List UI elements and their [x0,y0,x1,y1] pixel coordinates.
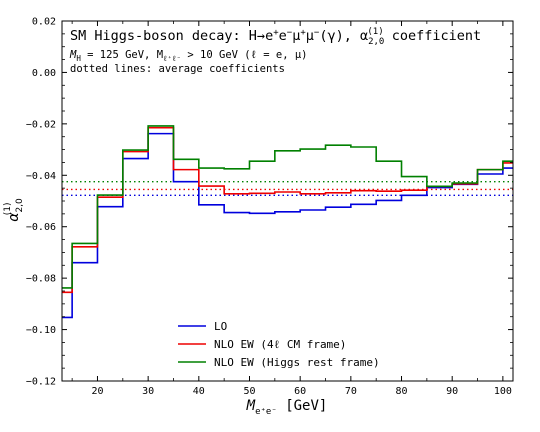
x-tick-label: 30 [142,386,154,397]
chart-subtitle-2: dotted lines: average coefficients [70,63,285,75]
x-tick-label: 80 [395,386,407,397]
y-tick-label: −0.08 [26,274,56,285]
y-axis-label: α2,0(1) [3,198,25,222]
legend-label: NLO EW (4ℓ CM frame) [214,338,346,351]
x-axis: 20 30 40 50 60 70 80 90 100 [71,21,512,397]
series-lines [62,125,513,319]
legend: LO NLO EW (4ℓ CM frame) NLO EW (Higgs rest… [178,320,380,369]
y-tick-label: −0.10 [26,325,56,336]
x-tick-label: 50 [243,386,255,397]
y-tick-label: −0.04 [26,171,56,182]
x-tick-label: 60 [294,386,306,397]
y-axis: 0.02 0.00 −0.02 −0.04 −0.06 −0.08 −0.10 −0.12 [26,17,513,388]
average-lines [62,181,513,197]
y-tick-label: −0.06 [26,222,56,233]
svg-text:α2,0(1): α2,0(1) [3,198,25,222]
chart-title: SM Higgs-boson decay: H→e+e−μ+μ−(γ), α2,… [70,27,481,47]
y-tick-label: 0.02 [32,17,56,28]
y-tick-label: −0.12 [26,377,56,388]
legend-label: LO [214,320,227,333]
x-axis-label: Me⁺e⁻ [GeV] [246,398,328,417]
chart-subtitle-1: MH = 125 GeV, Mℓ⁺ℓ⁻ > 10 GeV (ℓ = e, μ) [69,49,308,63]
series-line [62,125,513,289]
series-line [62,132,513,319]
y-tick-label: 0.00 [32,68,56,79]
x-tick-label: 20 [91,386,103,397]
x-tick-label: 100 [494,386,512,397]
legend-label: NLO EW (Higgs rest frame) [214,356,380,369]
x-tick-label: 70 [345,386,357,397]
x-tick-label: 40 [193,386,205,397]
x-tick-label: 90 [446,386,458,397]
y-tick-label: −0.02 [26,119,56,130]
